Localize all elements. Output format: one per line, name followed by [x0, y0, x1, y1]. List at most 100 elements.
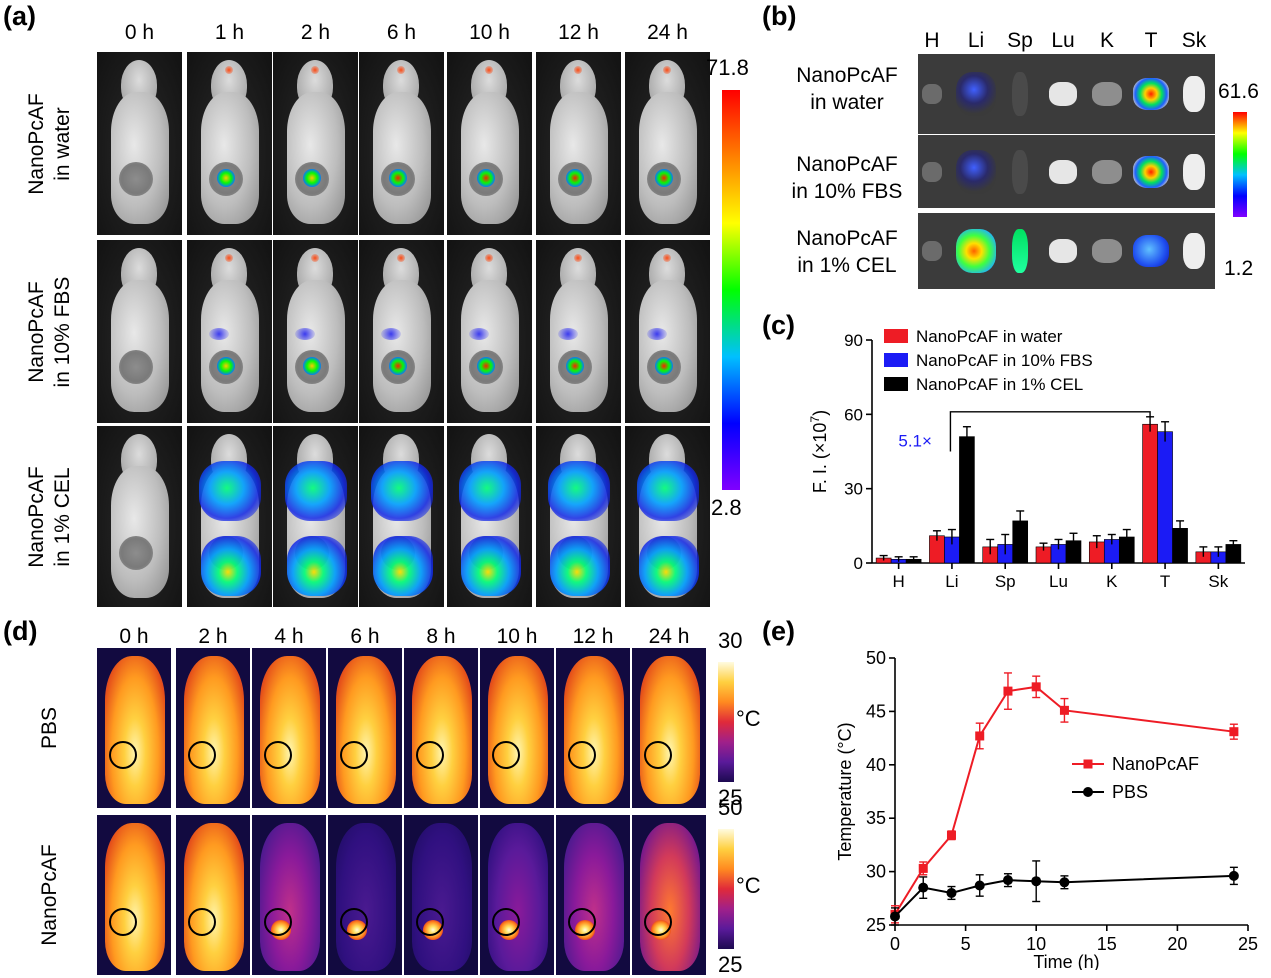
mouse-body: [639, 92, 697, 224]
mouse-body: [111, 92, 169, 224]
thermal-mouse-body: [336, 656, 396, 804]
tumor-site: [119, 350, 153, 384]
panel-b-letter: (b): [762, 1, 797, 31]
legend-label-1: NanoPcAF in 10% FBS: [916, 351, 1093, 370]
organ-label-6: Sk: [1181, 29, 1207, 52]
point-s0-p6: [1059, 705, 1069, 715]
thermal-mouse-body: [564, 823, 624, 971]
head-fluorescence: [397, 66, 405, 74]
thermal-row-label-1: NanoPcAF: [38, 844, 61, 946]
x-tick-label-3: 15: [1097, 934, 1117, 954]
y-axis-label: Temperature (°C): [835, 722, 855, 860]
time-label-1: 1 h: [214, 21, 245, 44]
mouse-body: [373, 280, 431, 412]
panel-a-colorbar-max: 71.8: [706, 55, 749, 80]
x-tick-label-K: K: [1106, 572, 1118, 591]
panel-b-row-label-0: NanoPcAF in water: [772, 62, 922, 116]
organ-Sp: [1012, 72, 1028, 116]
organ-H: [922, 161, 942, 182]
thermal-mouse-body: [488, 823, 548, 971]
row-label-line1: NanoPcAF: [796, 64, 898, 87]
thermal-mouse-body: [640, 656, 700, 804]
fluorescence-upper: [199, 461, 261, 521]
mouse-body: [287, 280, 345, 412]
mouse-body: [461, 280, 519, 412]
series-line-0: [894, 685, 1235, 915]
panel-a-letter: (a): [3, 1, 36, 31]
row-label-line2: in 1% CEL: [797, 254, 897, 277]
bracket-line: [949, 411, 1151, 452]
x-tick-label-Sp: Sp: [995, 572, 1016, 591]
thermal-image-r1-c5: [480, 815, 554, 975]
head-fluorescence: [225, 66, 233, 74]
organ-K: [1092, 82, 1122, 106]
head-fluorescence: [485, 254, 493, 262]
thermal-image-r1-c0: [97, 815, 171, 975]
mouse-body: [639, 280, 697, 412]
organ-Sk: [1183, 153, 1205, 190]
fluorescence-spot: [558, 328, 578, 340]
organ-T: [1133, 235, 1169, 267]
tumor-fluorescence: [303, 357, 321, 375]
tumor-circle: [416, 908, 444, 936]
thermal-colorbar-unit-1: °C: [736, 873, 761, 898]
thermal-mouse-body: [640, 823, 700, 971]
thermal-row-label-0: PBS: [38, 706, 61, 750]
row-label-line2: in water: [810, 91, 884, 114]
head-fluorescence: [663, 254, 671, 262]
thermal-mouse-body: [260, 823, 320, 971]
thermal-image-r0-c0: [97, 648, 171, 808]
tumor-circle: [568, 908, 596, 936]
mouse-body: [461, 92, 519, 224]
y-tick-label-3: 90: [844, 331, 863, 350]
fluorescence-spot: [469, 328, 489, 340]
y-tick-label-4: 45: [866, 701, 886, 721]
row-label-line2: in 1% CEL: [51, 466, 74, 567]
point-s0-p3: [975, 731, 985, 741]
tumor-fluorescence: [389, 169, 407, 187]
thermal-mouse-body: [412, 823, 472, 971]
point-s0-p4: [1003, 686, 1013, 696]
thermal-colorbar-max-1: 50: [718, 795, 743, 820]
time-label-6: 24 h: [647, 21, 688, 44]
tumor-circle: [264, 908, 292, 936]
organ-label-1: Li: [967, 29, 985, 52]
row-label-0: NanoPcAF in water: [24, 54, 76, 234]
organ-Lu: [1049, 239, 1077, 263]
y-tick-label-0: 25: [866, 915, 886, 935]
y-tick-label-2: 60: [844, 405, 863, 424]
fluorescence-lower: [373, 536, 433, 596]
legend-swatch-1: [884, 353, 908, 367]
legend-marker-0: [1083, 759, 1093, 769]
panel-b-colorbar: [1233, 112, 1247, 217]
row-label-line2: in 10% FBS: [51, 276, 74, 387]
tumor-circle: [340, 741, 368, 769]
organ-H: [922, 241, 942, 261]
thermal-image-r0-c2: [252, 648, 326, 808]
thermal-image-r1-c3: [328, 815, 402, 975]
head-fluorescence: [663, 66, 671, 74]
panel-e-letter: (e): [762, 616, 795, 646]
organ-K: [1092, 159, 1122, 184]
tumor-fluorescence: [389, 357, 407, 375]
point-s0-p5: [1031, 682, 1041, 692]
y-tick-label-1: 30: [844, 480, 863, 499]
organ-Sk: [1183, 233, 1205, 269]
organ-Li: [956, 149, 996, 194]
organ-label-3: Lu: [1051, 29, 1075, 52]
mouse-image-r1-c0: [97, 240, 182, 423]
mouse-image-r0-c0: [97, 52, 182, 235]
thermal-time-label-7: 24 h: [648, 625, 690, 648]
fluorescence-upper: [637, 461, 699, 521]
time-label-0: 0 h: [124, 21, 155, 44]
thermal-time-label-4: 8 h: [426, 625, 456, 648]
thermal-mouse-body: [105, 823, 165, 971]
mouse-body: [201, 92, 259, 224]
fluorescence-upper: [459, 461, 521, 521]
thermal-image-r0-c4: [404, 648, 478, 808]
thermal-mouse-body: [260, 656, 320, 804]
panel-a-colorbar: [722, 90, 740, 490]
fluorescence-spot: [647, 328, 667, 340]
fluorescence-upper: [285, 461, 347, 521]
thermal-image-r1-c1: [176, 815, 250, 975]
